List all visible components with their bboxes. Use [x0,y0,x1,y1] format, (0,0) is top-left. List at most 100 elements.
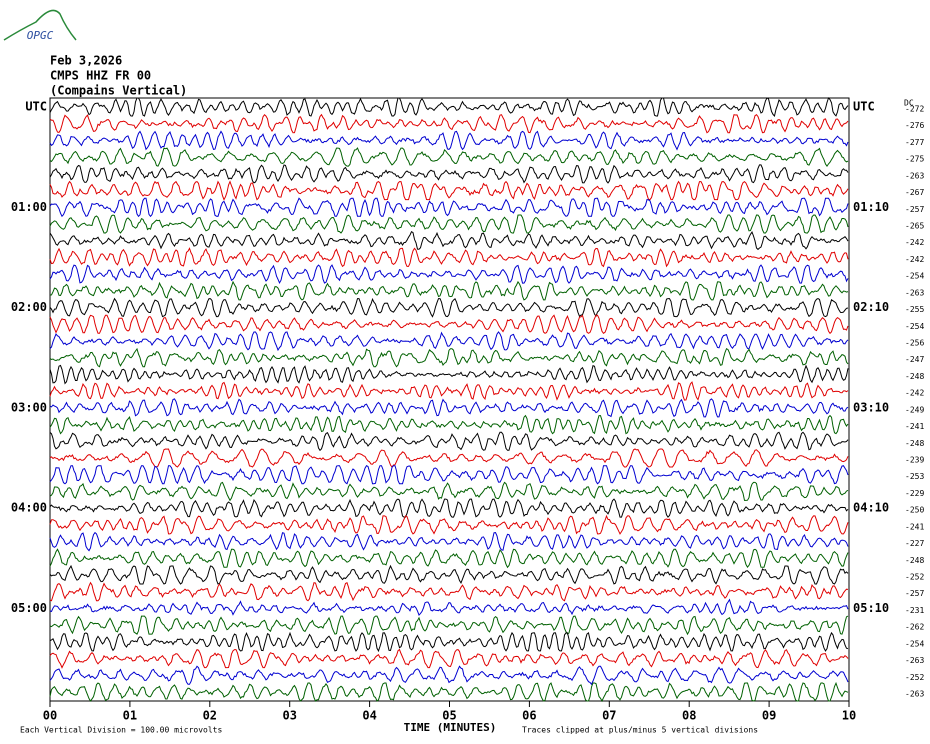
seismic-trace [49,648,849,669]
seismic-trace [49,431,849,452]
seismic-trace [49,665,849,686]
seismic-trace [49,130,849,151]
seismic-trace [49,280,849,301]
seismic-trace [49,465,849,485]
row-time-right: 05:10 [853,601,889,615]
row-time-left: 02:00 [11,300,47,314]
dc-value: -239 [905,456,924,465]
row-time-right: UTC [853,100,875,114]
row-time-right: 02:10 [853,300,889,314]
title-line: Feb 3,2026 [50,54,122,68]
seismic-trace [49,398,849,418]
row-time-left: UTC [25,100,47,114]
dc-value: -262 [905,623,924,632]
dc-value: -242 [905,238,924,247]
row-time-left: 05:00 [11,601,47,615]
seismic-trace [49,631,849,653]
dc-value: -252 [905,673,924,682]
seismic-trace [49,197,849,218]
x-tick-label: 08 [682,709,696,723]
dc-value: -247 [905,355,924,364]
dc-value: -229 [905,489,924,498]
dc-value: -267 [905,188,924,197]
dc-value: -254 [905,322,924,331]
seismic-trace [49,97,849,118]
dc-value: -276 [905,121,924,130]
row-time-right: 04:10 [853,501,889,515]
row-time-left: 04:00 [11,501,47,515]
seismic-trace [49,147,849,167]
dc-value: -250 [905,506,924,515]
row-time-left: 03:00 [11,400,47,414]
x-tick-label: 00 [43,709,57,723]
dc-value: -254 [905,639,924,648]
seismic-trace [49,581,849,602]
dc-value: -242 [905,255,924,264]
title-line: CMPS HHZ FR 00 [50,69,151,83]
dc-value: -275 [905,155,924,164]
seismic-trace [49,564,849,585]
seismic-trace [49,548,849,569]
dc-value: -272 [905,105,924,114]
dc-label: DC [904,99,914,108]
seismic-trace [49,247,849,268]
dc-value: -248 [905,372,924,381]
seismic-trace [49,364,849,385]
x-tick-label: 09 [762,709,776,723]
seismic-trace [49,113,849,134]
seismic-trace [49,681,849,703]
seismic-trace [49,531,849,552]
seismic-trace [49,347,849,368]
seismic-trace [49,615,849,636]
x-tick-label: 03 [282,709,296,723]
title-line: (Compains Vertical) [50,84,187,98]
seismic-trace [49,498,849,518]
dc-value: -248 [905,439,924,448]
footnote: Traces clipped at plus/minus 5 vertical … [522,726,758,735]
dc-value: -256 [905,339,924,348]
dc-value: -255 [905,305,924,314]
seismic-trace [49,481,849,502]
dc-value: -263 [905,171,924,180]
dc-value: -254 [905,272,924,281]
logo-text: OPGC [27,29,54,42]
seismic-trace [49,264,849,285]
seismic-trace [49,314,849,335]
dc-value: -263 [905,656,924,665]
x-tick-label: 07 [602,709,616,723]
seismic-trace [49,331,849,352]
x-tick-label: 06 [522,709,536,723]
dc-value: -263 [905,690,924,699]
dc-value: -242 [905,389,924,398]
x-tick-label: 10 [842,709,856,723]
row-time-left: 01:00 [11,200,47,214]
dc-value: -253 [905,472,924,481]
dc-value: -263 [905,288,924,297]
x-tick-label: 01 [123,709,137,723]
x-tick-label: 02 [203,709,217,723]
x-axis-label: TIME (MINUTES) [404,721,497,734]
dc-value: -241 [905,522,924,531]
x-tick-label: 04 [362,709,376,723]
dc-value: -252 [905,573,924,582]
seismic-trace [49,514,849,535]
seismic-trace [49,180,849,201]
dc-value: -257 [905,589,924,598]
seismic-trace [49,230,849,251]
seismic-trace [49,598,849,617]
seismic-trace [49,414,849,435]
seismic-trace [49,448,849,468]
dc-value: -249 [905,405,924,414]
row-time-right: 03:10 [853,400,889,414]
footnote: Each Vertical Division = 100.00 microvol… [20,726,222,735]
dc-value: -277 [905,138,924,147]
dc-value: -248 [905,556,924,565]
x-tick-label: 05 [442,709,456,723]
row-time-right: 01:10 [853,200,889,214]
seismic-trace [49,381,849,401]
seismic-trace [49,164,849,184]
seismic-trace [49,297,849,318]
seismic-trace [49,214,849,234]
dc-value: -227 [905,539,924,548]
